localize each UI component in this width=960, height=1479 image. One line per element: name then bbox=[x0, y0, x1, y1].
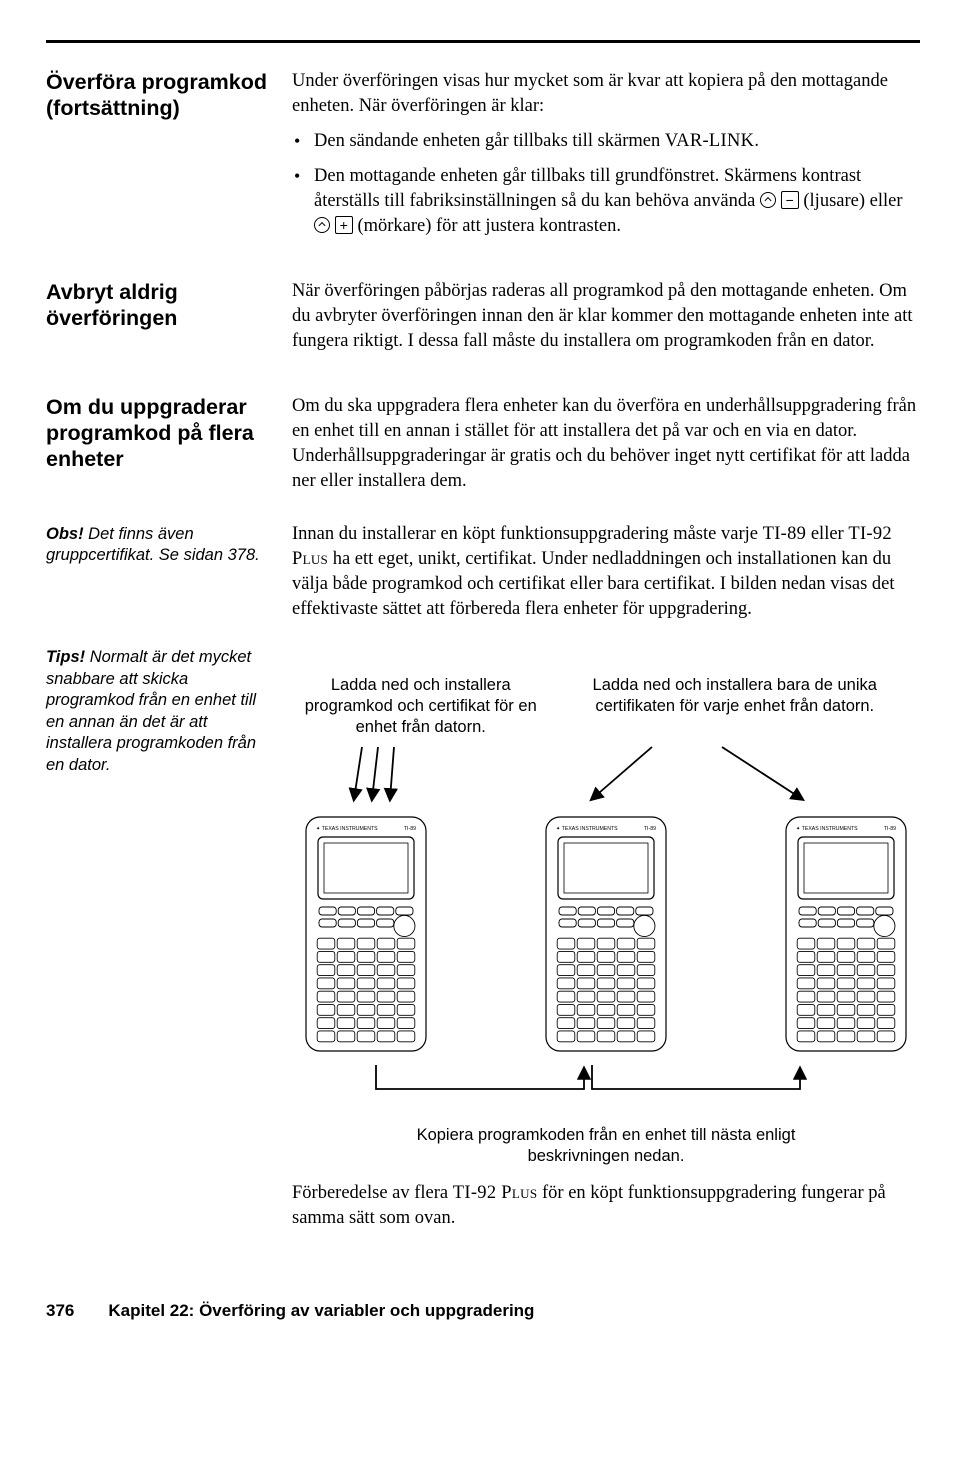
top-arrows bbox=[292, 743, 920, 813]
calculator-icon: ✦ TEXAS INSTRUMENTS TI-89 bbox=[542, 813, 670, 1063]
bullet-item: Den mottagande enheten går tillbaks till… bbox=[292, 164, 920, 239]
section-note-obs: Obs! Det finns även gruppcertifikat. Se … bbox=[46, 522, 920, 632]
diamond-key-icon bbox=[314, 217, 330, 233]
minus-key-icon: − bbox=[781, 191, 799, 209]
calculator-icon: ✦ TEXAS INSTRUMENTS TI-89 bbox=[302, 813, 430, 1063]
heading-line: enheter bbox=[46, 447, 124, 471]
text: eller bbox=[806, 524, 848, 544]
bullet-item: Den sändande enheten går tillbaks till s… bbox=[292, 129, 920, 154]
heading-transfer: Överföra programkod (fortsättning) bbox=[46, 69, 272, 121]
svg-text:✦ TEXAS INSTRUMENTS: ✦ TEXAS INSTRUMENTS bbox=[556, 826, 618, 832]
screen-name: VAR-LINK bbox=[665, 131, 754, 151]
page-footer: 376 Kapitel 22: Överföring av variabler … bbox=[46, 1301, 920, 1321]
model-name: TI-92 Plus bbox=[453, 1183, 538, 1203]
body-text: Om du ska uppgradera flera enheter kan d… bbox=[292, 394, 920, 494]
text: Innan du installerar en köpt funktionsup… bbox=[292, 524, 763, 544]
text: Förberedelse av flera bbox=[292, 1183, 453, 1203]
text: . bbox=[754, 131, 759, 151]
diagram-label-left: Ladda ned och installera programkod och … bbox=[292, 675, 549, 737]
note-label: Tips! bbox=[46, 648, 85, 666]
heading-abort: Avbryt aldrig överföringen bbox=[46, 279, 272, 331]
heading-line: (fortsättning) bbox=[46, 96, 180, 120]
text: Den mottagande enheten går tillbaks till… bbox=[314, 166, 861, 211]
section-transfer-cont: Överföra programkod (fortsättning) Under… bbox=[46, 69, 920, 249]
arrow-svg-bottom bbox=[292, 1063, 912, 1121]
arrow-svg-top bbox=[292, 743, 912, 813]
text: Den sändande enheten går tillbaks till s… bbox=[314, 131, 665, 151]
note-label: Obs! bbox=[46, 525, 84, 543]
section-upgrade-multi: Om du uppgraderar programkod på flera en… bbox=[46, 394, 920, 504]
body-text: Innan du installerar en köpt funktionsup… bbox=[292, 522, 920, 622]
section-never-abort: Avbryt aldrig överföringen När överförin… bbox=[46, 279, 920, 364]
heading-line: programkod på flera bbox=[46, 421, 254, 445]
svg-text:✦ TEXAS INSTRUMENTS: ✦ TEXAS INSTRUMENTS bbox=[796, 826, 858, 832]
diamond-key-icon bbox=[760, 192, 776, 208]
calculator-icon: ✦ TEXAS INSTRUMENTS TI-89 bbox=[782, 813, 910, 1063]
calculator-row: ✦ TEXAS INSTRUMENTSTI-89✦ TEXAS INSTRUME… bbox=[292, 813, 920, 1063]
svg-text:TI-89: TI-89 bbox=[644, 826, 656, 832]
heading-line: Avbryt aldrig bbox=[46, 280, 178, 304]
model-name: TI-89 bbox=[763, 524, 807, 544]
text: ha ett eget, unikt, certifikat. Under ne… bbox=[292, 549, 895, 619]
top-rule bbox=[46, 40, 920, 43]
heading-line: överföringen bbox=[46, 306, 177, 330]
body-text: När överföringen påbörjas raderas all pr… bbox=[292, 279, 920, 354]
note-tips: Tips! Normalt är det mycket snabbare att… bbox=[46, 647, 272, 776]
chapter-title: Kapitel 22: Överföring av variabler och … bbox=[108, 1301, 534, 1321]
diagram: Ladda ned och installera programkod och … bbox=[292, 645, 920, 1166]
text: (mörkare) för att justera kontrasten. bbox=[353, 216, 621, 236]
heading-line: Om du uppgraderar bbox=[46, 395, 247, 419]
section-diagram: Tips! Normalt är det mycket snabbare att… bbox=[46, 645, 920, 1240]
page-number: 376 bbox=[46, 1301, 74, 1321]
bottom-arrows bbox=[292, 1063, 920, 1121]
intro-text: Under överföringen visas hur mycket som … bbox=[292, 69, 920, 119]
note-text: Normalt är det mycket snabbare att skick… bbox=[46, 648, 256, 773]
svg-text:TI-89: TI-89 bbox=[884, 826, 896, 832]
closing-text: Förberedelse av flera TI-92 Plus för en … bbox=[292, 1181, 920, 1231]
note-obs: Obs! Det finns även gruppcertifikat. Se … bbox=[46, 524, 272, 567]
diagram-label-right: Ladda ned och installera bara de unika c… bbox=[549, 675, 920, 737]
heading-line: Överföra programkod bbox=[46, 70, 267, 94]
text: (ljusare) eller bbox=[799, 191, 903, 211]
diagram-caption: Kopiera programkoden från en enhet till … bbox=[376, 1125, 836, 1166]
heading-upgrade: Om du uppgraderar programkod på flera en… bbox=[46, 394, 272, 473]
plus-key-icon: + bbox=[335, 216, 353, 234]
svg-text:✦ TEXAS INSTRUMENTS: ✦ TEXAS INSTRUMENTS bbox=[316, 826, 378, 832]
svg-text:TI-89: TI-89 bbox=[404, 826, 416, 832]
